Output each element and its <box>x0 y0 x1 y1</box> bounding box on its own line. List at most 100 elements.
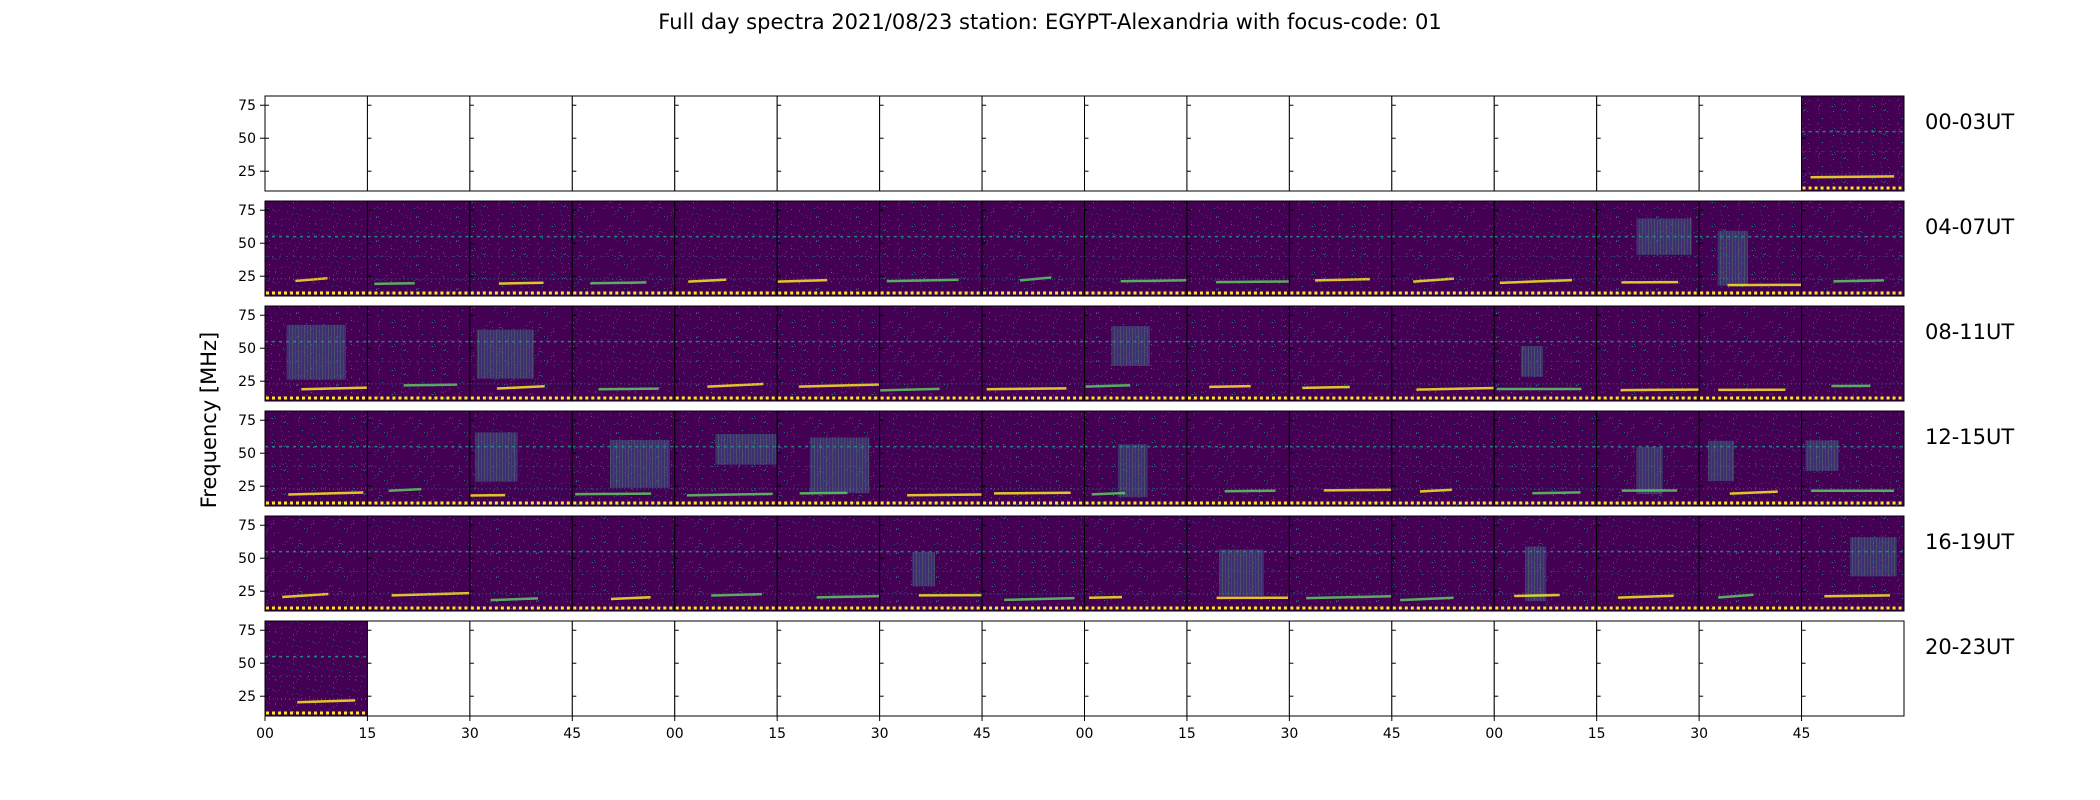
y-tick-label: 25 <box>238 374 256 390</box>
spectrogram-panel <box>1084 515 1188 612</box>
spectrogram-panel <box>1186 200 1290 297</box>
empty-panel <box>776 620 881 717</box>
y-tick-label: 50 <box>238 341 256 357</box>
spectrogram-panel <box>879 200 983 297</box>
spectrogram-panel <box>1186 410 1290 507</box>
spectrogram-panel <box>1596 515 1700 612</box>
spectrogram-panel <box>981 200 1085 297</box>
row-label: 20-23UT <box>1925 635 2014 659</box>
spectrogram-panel <box>1493 515 1598 612</box>
empty-panel <box>1698 620 1803 717</box>
x-tick-label: 00 <box>1485 726 1503 742</box>
empty-panel <box>264 95 368 192</box>
spectrogram-panel <box>674 200 778 297</box>
spectrogram-panel <box>981 410 1085 507</box>
spectrogram-panel <box>366 305 471 402</box>
spectrogram-panel <box>1596 305 1700 402</box>
spectrogram-panel <box>1391 410 1495 507</box>
spectrogram-panel <box>1084 305 1188 402</box>
empty-panel <box>879 95 983 192</box>
spectrogram-panel <box>776 305 881 402</box>
empty-panel <box>879 620 983 717</box>
spectrogram-panel <box>264 305 368 402</box>
x-tick-label: 45 <box>1793 726 1811 742</box>
spectrogram-panel <box>1186 515 1290 612</box>
empty-panel <box>981 620 1085 717</box>
spectrogram-panel <box>776 515 881 612</box>
spectrogram-panel <box>1801 95 1905 192</box>
y-tick-label: 50 <box>238 656 256 672</box>
x-tick-label: 45 <box>563 726 581 742</box>
x-tick-label: 00 <box>256 726 274 742</box>
x-tick-label: 30 <box>1280 726 1298 742</box>
empty-panel <box>1084 620 1188 717</box>
empty-panel <box>571 620 676 717</box>
spectrogram-panel <box>981 305 1085 402</box>
spectra-row: 25 50 75 20-23UT <box>238 620 2014 717</box>
spectrogram-panel <box>1391 200 1495 297</box>
spectrogram-panel <box>571 410 676 507</box>
empty-panel <box>674 620 778 717</box>
spectrogram-panel <box>264 410 368 507</box>
empty-panel <box>469 95 573 192</box>
spectrogram-panel <box>879 410 983 507</box>
spectrogram-panel <box>1493 200 1598 297</box>
spectrogram-panel <box>1391 305 1495 402</box>
spectra-row: 25 50 75 16-19UT <box>238 515 2014 612</box>
spectrogram-panel <box>469 200 573 297</box>
x-tick-label: 15 <box>359 726 377 742</box>
spectrogram-panel <box>264 515 368 612</box>
chart-title: Full day spectra 2021/08/23 station: EGY… <box>658 10 1442 34</box>
y-tick-label: 75 <box>238 203 256 219</box>
spectrogram-panel <box>1288 515 1393 612</box>
empty-panel <box>674 95 778 192</box>
empty-panel <box>1084 95 1188 192</box>
y-tick-label: 25 <box>238 479 256 495</box>
x-tick-label: 45 <box>1383 726 1401 742</box>
spectrogram-panel <box>1288 305 1393 402</box>
y-tick-label: 75 <box>238 98 256 114</box>
empty-panel <box>1288 620 1393 717</box>
y-tick-label: 50 <box>238 131 256 147</box>
spectrogram-panel <box>469 515 573 612</box>
spectra-row: 25 50 75 00-03UT <box>238 95 2014 192</box>
spectrogram-panel <box>879 515 983 612</box>
spectrogram-panel <box>1084 410 1188 507</box>
empty-panel <box>1493 95 1598 192</box>
spectrogram-panel <box>1084 200 1188 297</box>
spectrogram-panel <box>571 515 676 612</box>
empty-panel <box>981 95 1085 192</box>
spectrogram-panel <box>1596 410 1700 507</box>
row-label: 12-15UT <box>1925 425 2014 449</box>
empty-panel <box>1288 95 1393 192</box>
x-tick-label: 30 <box>1690 726 1708 742</box>
spectrogram-panel <box>366 200 471 297</box>
empty-panel <box>776 95 881 192</box>
row-label: 00-03UT <box>1925 110 2014 134</box>
spectrogram-panel <box>879 305 983 402</box>
y-tick-label: 75 <box>238 623 256 639</box>
row-label: 16-19UT <box>1925 530 2014 554</box>
x-tick-label: 00 <box>1076 726 1094 742</box>
empty-panel <box>1391 95 1495 192</box>
x-tick-label: 45 <box>973 726 991 742</box>
spectrogram-panel <box>366 515 471 612</box>
spectrogram-panel <box>776 200 881 297</box>
y-tick-label: 75 <box>238 413 256 429</box>
spectrogram-panel <box>469 305 573 402</box>
y-tick-label: 50 <box>238 236 256 252</box>
y-tick-label: 25 <box>238 269 256 285</box>
empty-panel <box>1493 620 1598 717</box>
spectrogram-panel <box>366 410 471 507</box>
empty-panel <box>1596 95 1700 192</box>
spectrogram-panel <box>571 305 676 402</box>
y-tick-label: 25 <box>238 584 256 600</box>
empty-panel <box>1391 620 1495 717</box>
empty-panel <box>571 95 676 192</box>
spectrogram-panel <box>1801 410 1905 507</box>
spectrogram-panel <box>1698 515 1803 612</box>
empty-panel <box>1186 620 1290 717</box>
spectrogram-panel <box>1391 515 1495 612</box>
spectrogram-panel <box>1288 410 1393 507</box>
